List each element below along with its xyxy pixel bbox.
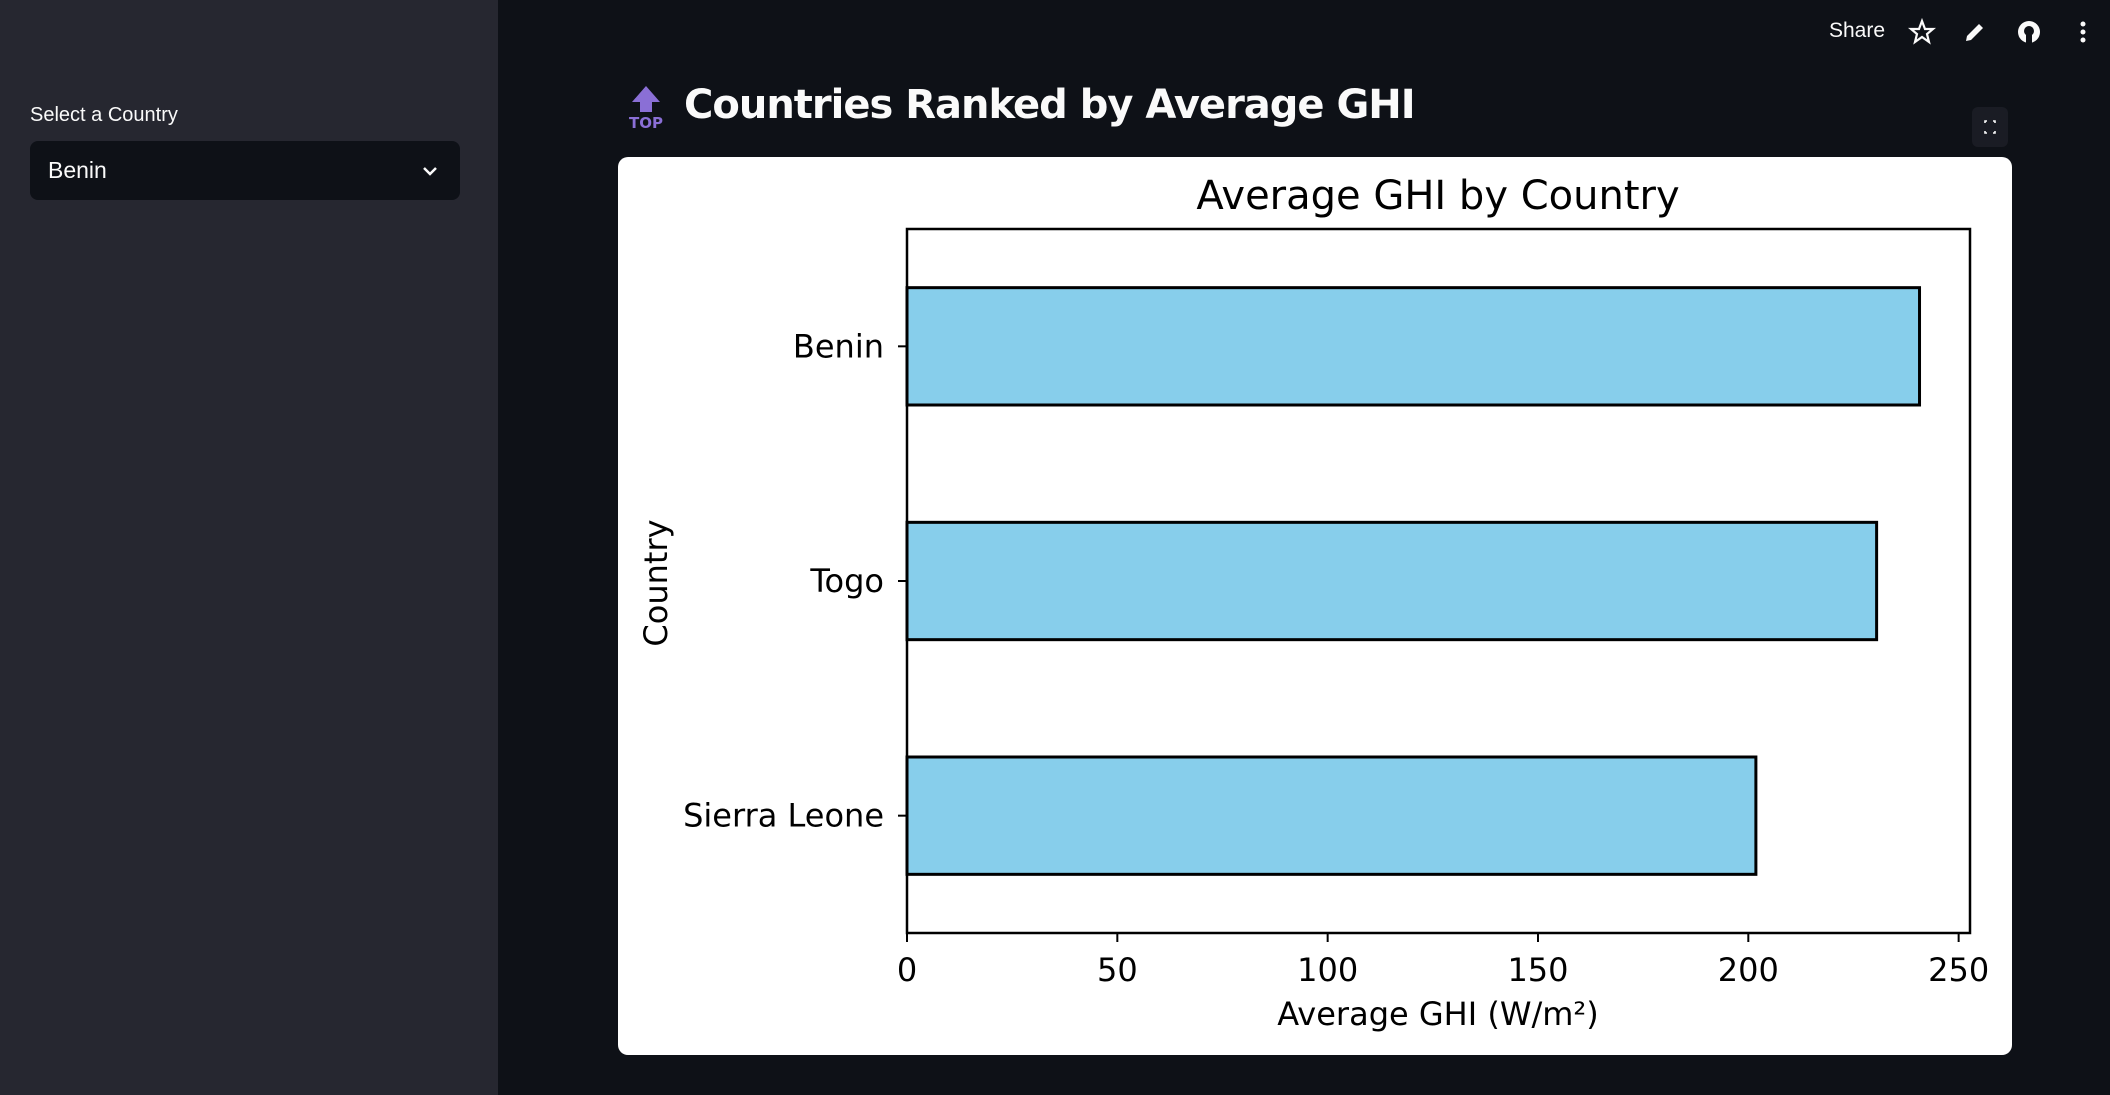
edit-icon[interactable] — [1962, 19, 1988, 45]
select-label: Select a Country — [30, 104, 178, 126]
country-select[interactable]: Benin — [30, 141, 460, 200]
y-tick-label: Sierra Leone — [683, 797, 884, 835]
chevron-icon — [423, 167, 437, 176]
top-icon: TOP — [629, 86, 663, 132]
star-icon[interactable] — [1908, 18, 1936, 46]
chart-card: Average GHI by Country Average GHI (W/m²… — [618, 157, 2012, 1055]
x-tick-label: 0 — [897, 951, 917, 989]
y-tick-label: Togo — [809, 562, 884, 600]
select-value: Benin — [48, 157, 107, 183]
x-tick-label: 250 — [1928, 951, 1989, 989]
bar — [905, 755, 1758, 876]
icon-label: TOP — [629, 114, 663, 132]
x-tick-label: 100 — [1297, 951, 1358, 989]
x-tick-label: 150 — [1507, 951, 1568, 989]
plot-frame — [905, 227, 1972, 935]
sidebar: Select a Country Benin — [0, 0, 498, 1095]
x-axis-label: Average GHI (W/m²) — [1277, 995, 1598, 1033]
chart: Average GHI by Country Average GHI (W/m²… — [637, 173, 1989, 1033]
menu-icon[interactable] — [2076, 20, 2090, 46]
bar — [905, 520, 1879, 642]
github-icon[interactable] — [2015, 18, 2043, 46]
chart-title: Average GHI by Country — [1196, 173, 1679, 219]
x-tick-label: 50 — [1097, 951, 1138, 989]
share-button[interactable]: Share — [1829, 19, 1886, 42]
bar — [905, 286, 1922, 407]
y-tick-label: Benin — [793, 327, 884, 365]
x-tick-label: 200 — [1718, 951, 1779, 989]
fullscreen-button[interactable] — [1972, 107, 2008, 147]
y-axis-label: Country — [637, 519, 675, 646]
page-title: Countries Ranked by Average GHI — [684, 82, 1416, 128]
